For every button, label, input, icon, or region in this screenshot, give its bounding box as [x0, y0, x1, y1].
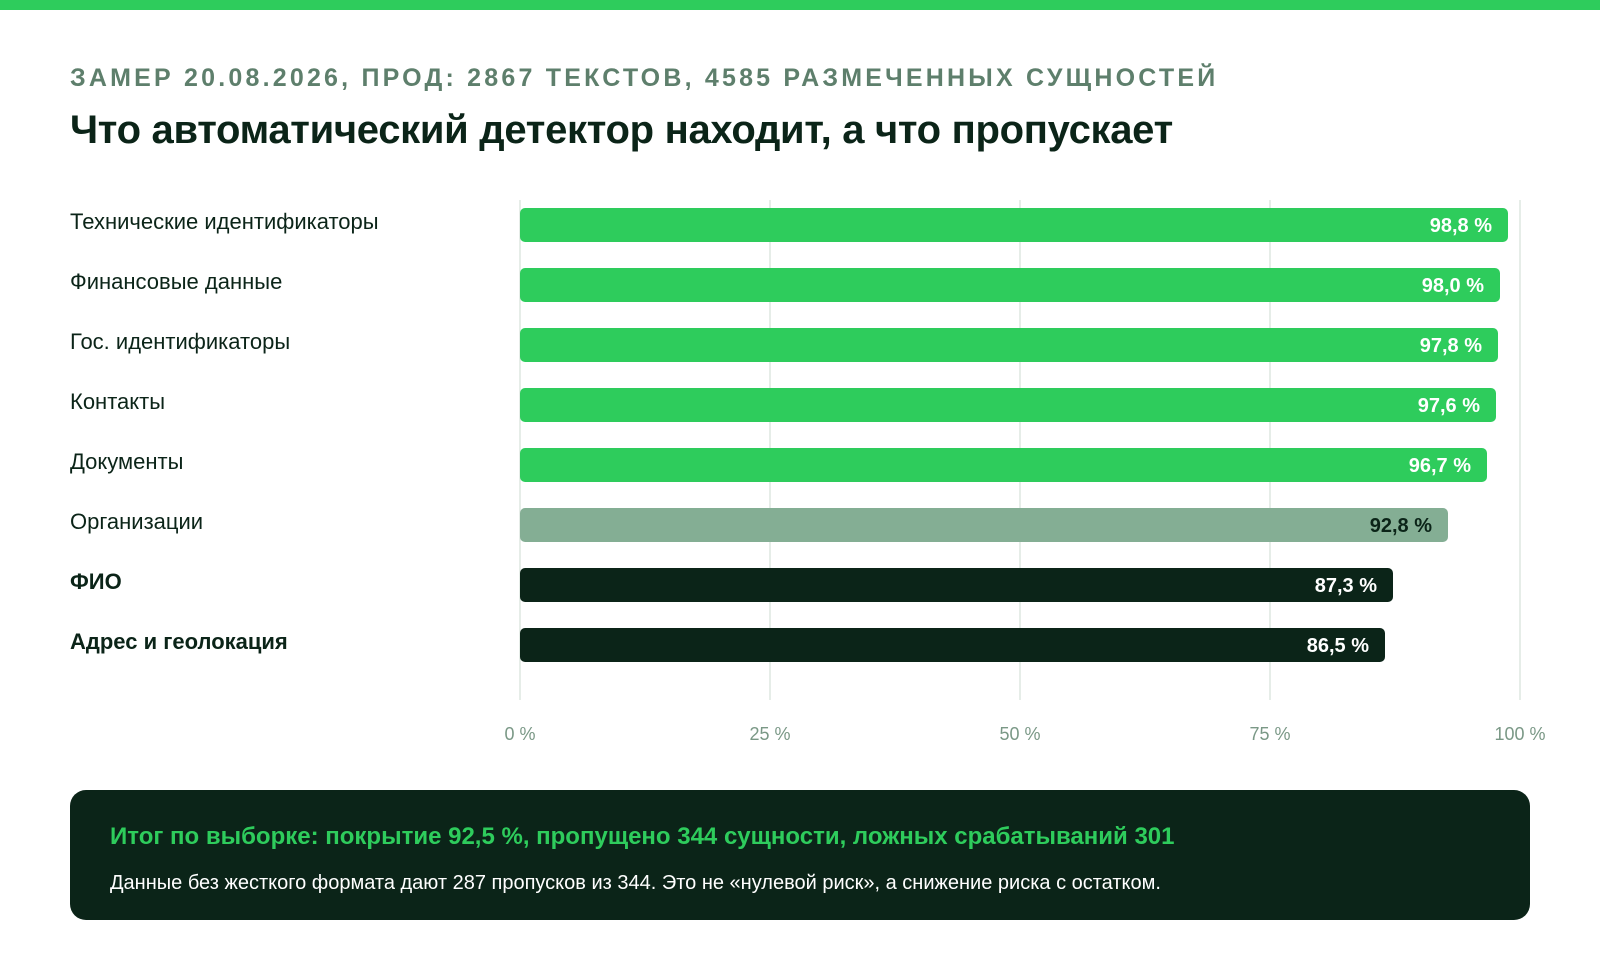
- bar-value-label: 97,8 %: [1420, 335, 1482, 357]
- bar: [520, 628, 1385, 662]
- bar: [520, 508, 1448, 542]
- summary-panel: Итог по выборке: покрытие 92,5 %, пропущ…: [70, 790, 1530, 920]
- category-label: ФИО: [70, 569, 122, 594]
- measurement-caption: ЗАМЕР 20.08.2026, ПРОД: 2867 ТЕКСТОВ, 45…: [70, 64, 1219, 92]
- category-label: Гос. идентификаторы: [70, 329, 290, 354]
- x-tick-label: 100 %: [1494, 724, 1545, 744]
- bar-value-label: 86,5 %: [1307, 635, 1369, 657]
- x-tick-label: 0 %: [504, 724, 535, 744]
- summary-headline: Итог по выборке: покрытие 92,5 %, пропущ…: [110, 823, 1175, 850]
- summary-note: Данные без жесткого формата дают 287 про…: [110, 872, 1161, 894]
- chart-title: Что автоматический детектор находит, а ч…: [70, 108, 1173, 152]
- x-tick-label: 75 %: [1249, 724, 1290, 744]
- bar: [520, 448, 1487, 482]
- category-label: Адрес и геолокация: [70, 629, 288, 654]
- category-label: Финансовые данные: [70, 269, 282, 294]
- bar: [520, 328, 1498, 362]
- top-accent-bar: [0, 0, 1600, 10]
- bar: [520, 388, 1496, 422]
- bar-value-label: 98,0 %: [1422, 275, 1484, 297]
- category-label: Документы: [70, 449, 183, 474]
- bar-value-label: 92,8 %: [1370, 515, 1432, 537]
- bar: [520, 208, 1508, 242]
- bar-value-label: 97,6 %: [1418, 395, 1480, 417]
- x-tick-label: 25 %: [749, 724, 790, 744]
- bar-chart: 0 % 25 % 50 % 75 % 100 % Технические идентифи…: [70, 200, 1546, 744]
- category-label: Организации: [70, 509, 203, 534]
- category-label: Технические идентификаторы: [70, 209, 379, 234]
- x-tick-label: 50 %: [999, 724, 1040, 744]
- bar-value-label: 96,7 %: [1409, 455, 1471, 477]
- bar-value-label: 87,3 %: [1315, 575, 1377, 597]
- bar-value-label: 98,8 %: [1430, 215, 1492, 237]
- category-label: Контакты: [70, 389, 165, 414]
- bar: [520, 268, 1500, 302]
- bar: [520, 568, 1393, 602]
